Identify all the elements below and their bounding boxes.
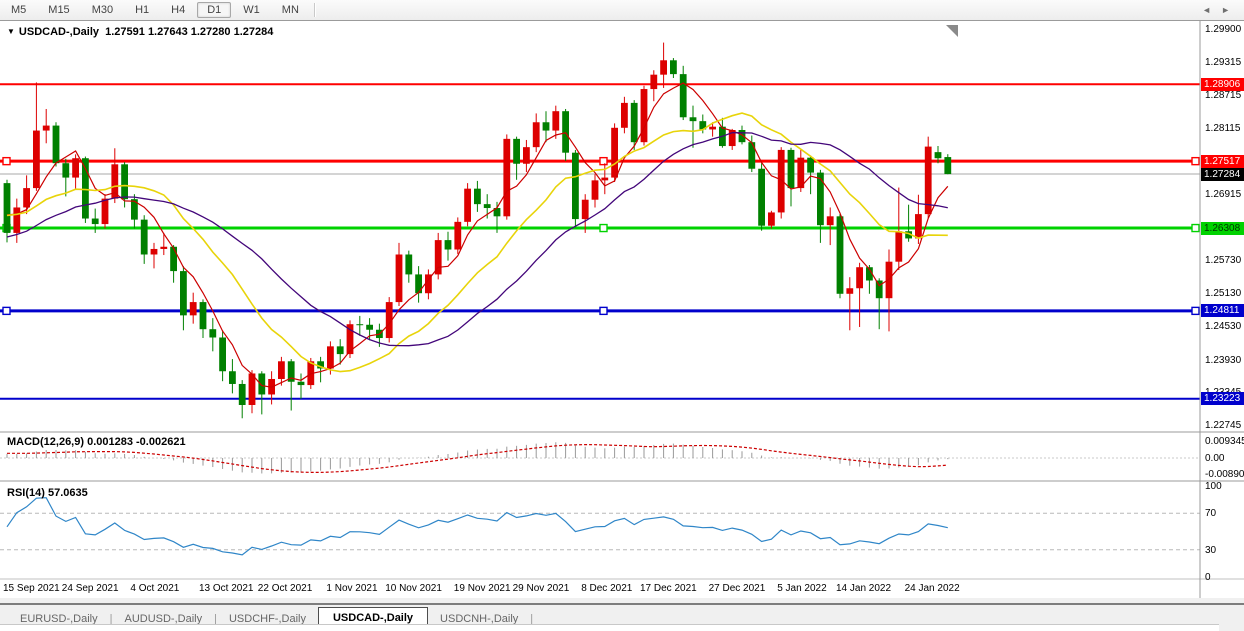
bottom-panel-edge (0, 624, 1219, 631)
price-tick-label: 1.25130 (1205, 288, 1242, 300)
symbol-dropdown-icon[interactable]: ▼ (7, 27, 15, 36)
date-tick-label: 29 Nov 2021 (512, 583, 570, 594)
date-tick-label: 17 Dec 2021 (640, 583, 697, 594)
timeframe-button-m15[interactable]: M15 (48, 4, 70, 16)
date-tick-label: 5 Jan 2022 (777, 583, 827, 594)
tab-usdchf[interactable]: USDCHF-,Daily (228, 613, 306, 625)
price-tick-label: 1.24530 (1205, 321, 1242, 333)
macd-tick-label: 0.009345 (1205, 436, 1244, 447)
price-tick-label: 1.26915 (1205, 189, 1242, 201)
level-line-handle[interactable] (1191, 223, 1200, 233)
chart-title: ▼ USDCAD-,Daily 1.27591 1.27643 1.27280 1… (7, 26, 273, 38)
rsi-tick-label: 30 (1205, 544, 1217, 556)
date-tick-label: 13 Oct 2021 (199, 583, 254, 594)
rsi-tick-label: 0 (1205, 572, 1211, 583)
price-tick-label: 1.29315 (1205, 56, 1242, 68)
tab-audusd[interactable]: AUDUSD-,Daily (124, 613, 203, 625)
macd-signal-line (7, 443, 948, 473)
moving-average-5 (6, 82, 949, 388)
chart-shift-marker-icon[interactable] (946, 25, 958, 37)
timeframe-button-mn[interactable]: MN (281, 4, 299, 16)
timeframe-button-h4[interactable]: H4 (171, 4, 186, 16)
level-line-handle[interactable] (2, 306, 11, 316)
macd-indicator-label: MACD(12,26,9) 0.001283 -0.002621 (7, 436, 186, 448)
timeframe-button-m30[interactable]: M30 (91, 4, 114, 16)
tab-scroll-arrows[interactable]: ◄► (1202, 5, 1240, 15)
level-price-label: 1.27517 (1201, 154, 1244, 168)
date-tick-label: 15 Sep 2021 (3, 583, 60, 594)
level-price-label: 1.23223 (1201, 392, 1244, 406)
tab-usdcad[interactable]: USDCAD-,Daily (317, 607, 429, 629)
level-price-label: 1.24811 (1201, 304, 1244, 318)
date-tick-label: 1 Nov 2021 (326, 583, 378, 594)
date-tick-label: 22 Oct 2021 (257, 583, 313, 594)
tab-scroll-left-icon[interactable]: ◄ (1202, 5, 1222, 15)
level-price-label: 1.28906 (1201, 77, 1244, 91)
level-line-handle[interactable] (1191, 156, 1200, 166)
date-tick-label: 19 Nov 2021 (453, 583, 511, 594)
date-tick-label: 10 Nov 2021 (385, 583, 442, 594)
level-line-handle[interactable] (2, 156, 11, 166)
level-price-label: 1.26308 (1201, 221, 1244, 235)
price-tick-label: 1.28715 (1205, 89, 1242, 101)
tab-separator: | (530, 613, 534, 625)
candles-layer (3, 42, 952, 419)
rsi-tick-label: 70 (1205, 508, 1217, 520)
timeframe-button-m5[interactable]: M5 (11, 4, 27, 16)
macd-histogram (6, 442, 949, 474)
macd-tick-label: 0.00 (1205, 453, 1225, 464)
price-tick-label: 1.23930 (1205, 354, 1242, 366)
moving-average-14 (6, 112, 948, 373)
date-tick-label: 24 Sep 2021 (61, 583, 119, 594)
chart-symbol-label: USDCAD-,Daily (18, 26, 99, 38)
tab-eurusd[interactable]: EURUSD-,Daily (20, 613, 98, 625)
timeframe-button-w1[interactable]: W1 (243, 4, 260, 16)
tab-usdcnh[interactable]: USDCNH-,Daily (440, 613, 519, 625)
price-tick-label: 1.29900 (1205, 24, 1242, 36)
tab-separator: | (109, 613, 113, 625)
tab-separator: | (214, 613, 217, 625)
macd-tick-label: -0.008902 (1205, 469, 1244, 481)
level-line-handle[interactable] (599, 156, 608, 166)
rsi-tick-label: 100 (1205, 481, 1222, 492)
price-tick-label: 1.28115 (1205, 123, 1241, 135)
chart-ohlc-values: 1.27591 1.27643 1.27280 1.27284 (105, 26, 274, 38)
toolbar-divider (313, 3, 316, 17)
level-line-handle[interactable] (1191, 306, 1200, 316)
date-tick-label: 27 Dec 2021 (708, 583, 766, 594)
date-tick-label: 14 Jan 2022 (836, 583, 892, 594)
level-line-handle[interactable] (599, 223, 608, 233)
timeframe-toolbar: M5 M15 M30 H1 H4 D1 W1 MN (0, 0, 1244, 21)
price-tick-label: 1.25730 (1205, 255, 1242, 267)
date-tick-label: 24 Jan 2022 (904, 583, 960, 594)
level-line-handle[interactable] (599, 306, 608, 316)
price-tick-label: 1.22745 (1205, 420, 1242, 432)
date-tick-label: 4 Oct 2021 (130, 583, 180, 594)
moving-average-24 (6, 132, 948, 347)
current-price-label: 1.27284 (1201, 167, 1244, 181)
date-tick-label: 8 Dec 2021 (581, 583, 633, 594)
timeframe-button-h1[interactable]: H1 (135, 4, 150, 16)
rsi-line (6, 497, 948, 556)
tab-scroll-right-icon[interactable]: ► (1221, 5, 1240, 15)
timeframe-button-d1[interactable]: D1 (197, 2, 232, 18)
rsi-indicator-label: RSI(14) 57.0635 (7, 487, 88, 499)
